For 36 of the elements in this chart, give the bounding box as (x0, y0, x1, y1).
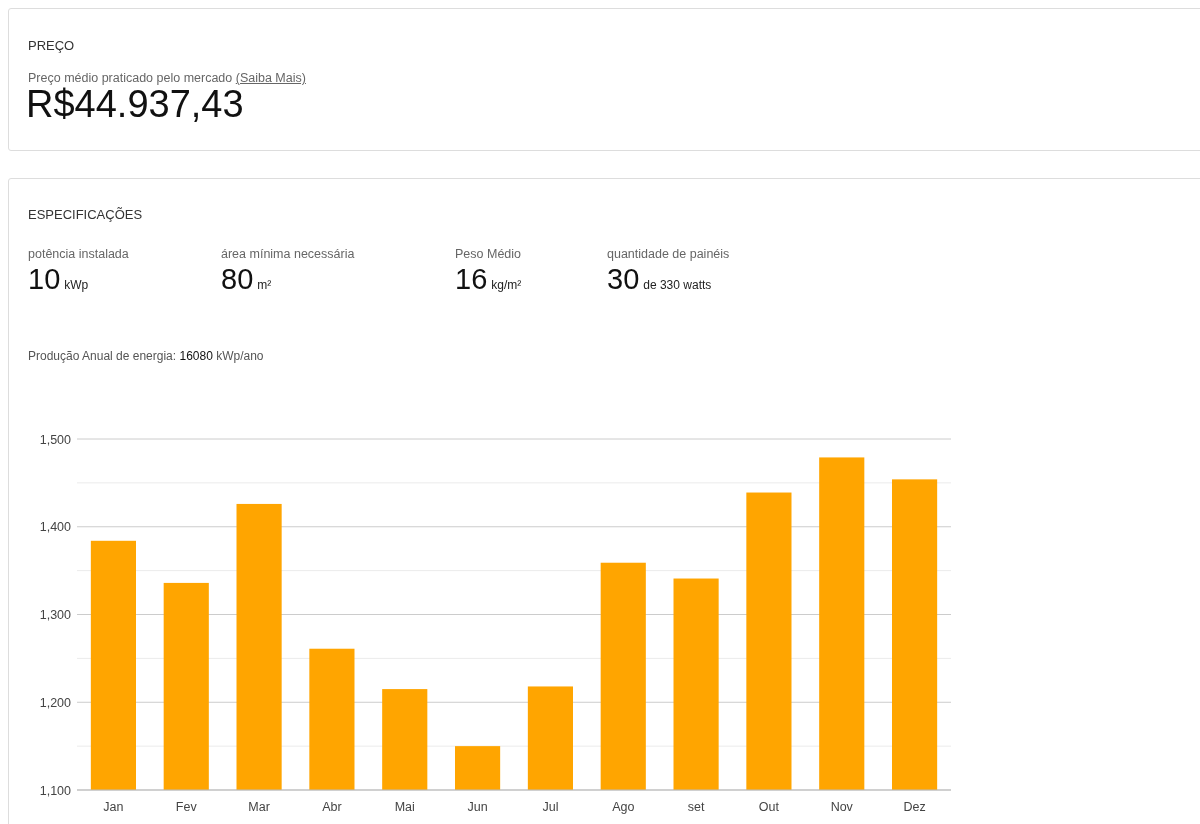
text: Produção Anual de energia: (28, 349, 178, 363)
x-tick-label: Abr (322, 799, 342, 814)
text: de 330 watts (643, 278, 712, 292)
text: quantidade de painéis (607, 247, 730, 261)
text: 30 (607, 263, 640, 295)
text: área mínima necessária (221, 247, 355, 261)
text: 1,100 (39, 783, 71, 798)
text: 16080 (179, 349, 214, 363)
x-tick-label: Fev (175, 799, 198, 814)
x-tick-label: Dez (903, 799, 926, 814)
x-tick-label: Jan (103, 799, 124, 814)
y-tick-label: 1,300 (39, 608, 72, 622)
text: PREÇO (28, 38, 75, 53)
x-tick-label: Mai (394, 799, 415, 814)
text: 16 (455, 263, 488, 295)
x-tick-label: Jul (542, 799, 559, 814)
text: kg/m² (491, 278, 522, 292)
text: (Saiba Mais) (235, 71, 306, 85)
text: 80 (221, 263, 254, 295)
text: Peso Médio (455, 247, 522, 261)
x-tick-label: Mar (248, 799, 270, 814)
x-tick-label: set (687, 799, 705, 814)
text: potência instalada (28, 247, 129, 261)
text: m² (257, 278, 272, 292)
chart-title: ESPECIFICAÇÕES (28, 207, 143, 222)
x-tick-label: Jun (467, 799, 488, 814)
y-tick-label: 1,200 (39, 695, 72, 710)
text: Preço médio praticado pelo mercado (28, 71, 234, 85)
text: 10 (28, 263, 61, 295)
text: kWp/ano (216, 349, 264, 363)
x-tick-label: Nov (830, 799, 854, 814)
y-tick-label: 1,500 (39, 432, 72, 447)
y-tick-label: 1,400 (39, 520, 72, 535)
x-tick-label: Ago (612, 799, 635, 814)
x-tick-label: Out (758, 799, 780, 814)
text: kWp (64, 278, 89, 292)
